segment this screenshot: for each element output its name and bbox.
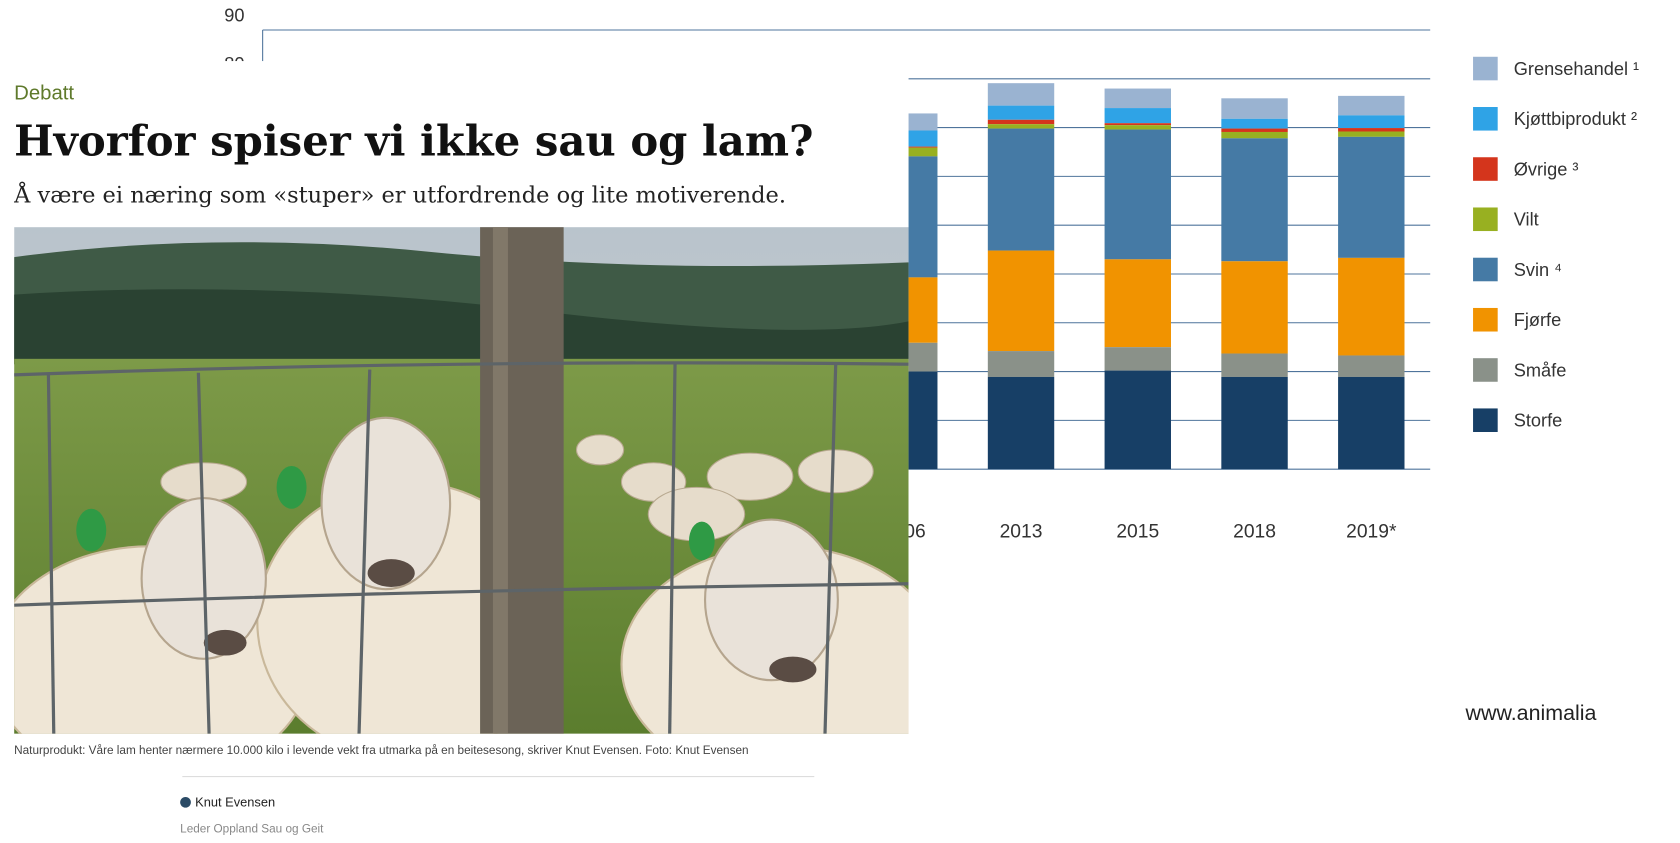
bar-segment xyxy=(1104,347,1171,371)
x-tick-label: 2013 xyxy=(1000,522,1043,543)
x-tick-label: 2015 xyxy=(1116,522,1159,543)
legend-swatch xyxy=(1473,107,1498,131)
legend-label: Småfe xyxy=(1514,360,1567,380)
bar-segment xyxy=(1104,125,1171,130)
bar-segment xyxy=(1338,115,1405,129)
bar-segment xyxy=(1338,131,1405,137)
author: Knut Evensen xyxy=(195,795,275,810)
bar-segment xyxy=(1338,95,1405,116)
legend-swatch xyxy=(1473,56,1498,81)
bar-segment xyxy=(1221,128,1288,132)
bar-segment xyxy=(1221,138,1288,262)
bar-segment xyxy=(1338,128,1405,132)
bar-segment xyxy=(1221,98,1288,119)
bar-segment xyxy=(987,351,1055,377)
bar-segment xyxy=(1221,131,1288,139)
x-tick-label: 2018 xyxy=(1233,522,1276,543)
legend-swatch xyxy=(1473,358,1498,382)
article: Debatt Hvorfor spiser vi ikke sau og lam… xyxy=(5,61,909,843)
bar-segment xyxy=(1221,353,1288,377)
bar-segment xyxy=(1104,123,1171,126)
subtitle: Å være ei næring som «stuper» er utfordr… xyxy=(13,180,786,208)
legend-label: Kjøttbiprodukt ² xyxy=(1514,109,1637,129)
bar-segment xyxy=(987,119,1055,125)
legend-label: Fjørfe xyxy=(1514,310,1562,330)
bar-segment xyxy=(1338,257,1405,356)
legend-swatch xyxy=(1473,257,1498,282)
bar-segment xyxy=(987,250,1055,352)
photo xyxy=(14,227,909,734)
bar-segment xyxy=(1221,261,1288,354)
bar-segment xyxy=(1338,355,1405,377)
bar-segment xyxy=(1221,118,1288,129)
legend-label: Storfe xyxy=(1514,411,1563,431)
legend-swatch xyxy=(1473,157,1498,181)
headline: Hvorfor spiser vi ikke sau og lam? xyxy=(14,116,813,165)
bar-segment xyxy=(1104,259,1171,348)
author-icon xyxy=(180,796,191,808)
bar-segment xyxy=(1104,88,1171,109)
legend-swatch xyxy=(1473,307,1498,332)
legend-swatch xyxy=(1473,207,1498,232)
author-role: Leder Oppland Sau og Geit xyxy=(180,822,324,835)
bar-segment xyxy=(987,124,1055,129)
x-tick-label: 2019* xyxy=(1346,522,1397,543)
legend-label: Øvrige ³ xyxy=(1514,159,1579,179)
bar-segment xyxy=(1338,136,1405,258)
bar-segment xyxy=(1104,129,1171,260)
caption: Naturprodukt: Våre lam henter nærmere 10… xyxy=(14,744,748,757)
bar-segment xyxy=(987,128,1055,251)
bar-segment xyxy=(1221,376,1288,470)
legend-swatch xyxy=(1473,408,1498,432)
legend-label: Svin ⁴ xyxy=(1514,260,1562,280)
bar-segment xyxy=(987,83,1055,106)
section: Debatt xyxy=(14,83,74,105)
bar-segment xyxy=(987,376,1055,470)
bar-segment xyxy=(1104,108,1171,124)
source: www.animalia xyxy=(1465,701,1597,725)
bar-segment xyxy=(1338,376,1405,470)
bar-segment xyxy=(1104,370,1171,470)
bar-segment xyxy=(987,105,1055,120)
legend-label: Vilt xyxy=(1514,210,1539,230)
legend-label: Grensehandel ¹ xyxy=(1514,59,1639,79)
y-tick-label: 90 xyxy=(224,5,244,25)
